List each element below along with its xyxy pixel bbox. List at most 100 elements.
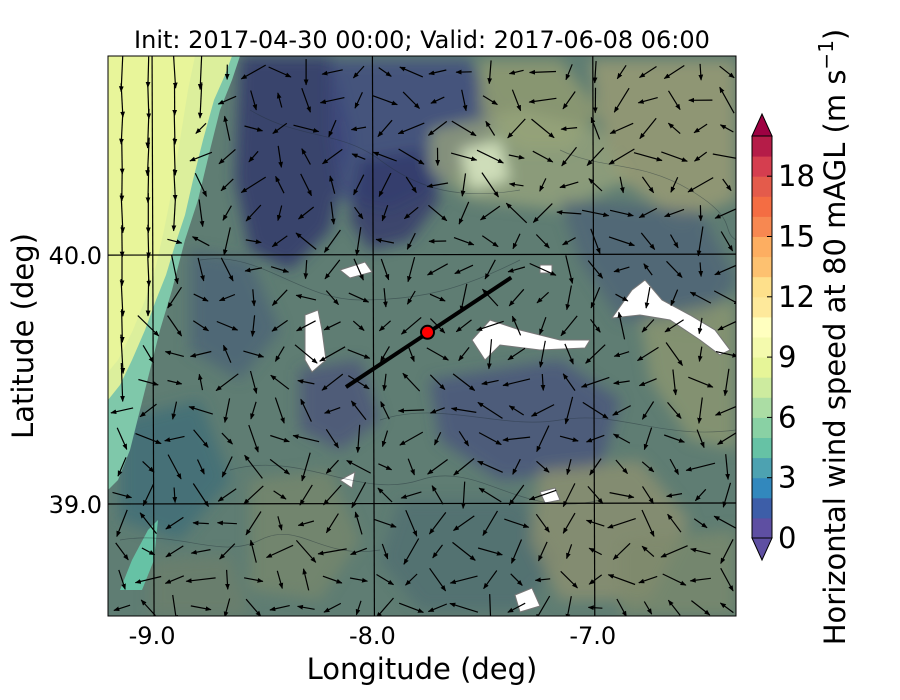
wind-vector bbox=[355, 227, 362, 256]
wind-vector bbox=[480, 205, 501, 221]
wind-vector bbox=[378, 67, 392, 77]
wind-vector bbox=[167, 286, 182, 309]
wind-vector bbox=[167, 379, 183, 385]
wind-vector bbox=[613, 351, 630, 357]
wind-vector bbox=[381, 430, 389, 448]
wind-vector bbox=[145, 279, 151, 317]
wind-vector bbox=[377, 487, 393, 503]
wind-vector bbox=[120, 334, 126, 374]
colorbar-segment bbox=[752, 517, 772, 539]
wind-vector bbox=[274, 346, 285, 362]
wind-vector bbox=[322, 148, 343, 165]
wind-vector bbox=[193, 293, 209, 302]
wind-vector bbox=[221, 432, 233, 445]
wind-vector bbox=[560, 126, 578, 132]
wind-vector bbox=[697, 346, 703, 362]
wind-vector bbox=[528, 97, 557, 104]
wind-vector bbox=[639, 117, 657, 140]
wind-vector bbox=[426, 263, 448, 276]
wind-vector bbox=[641, 509, 655, 537]
wind-vector bbox=[697, 397, 703, 424]
wind-vector bbox=[244, 125, 264, 132]
wind-vector bbox=[715, 351, 736, 358]
wind-vector bbox=[689, 577, 711, 583]
wind-vector bbox=[697, 317, 703, 335]
wind-vector bbox=[295, 232, 317, 250]
colorbar-segment bbox=[752, 417, 772, 438]
colorbar-segment bbox=[752, 377, 772, 398]
wind-vector bbox=[483, 570, 498, 590]
wind-vector bbox=[397, 408, 425, 414]
wind-vector bbox=[375, 238, 395, 244]
wind-vector bbox=[300, 398, 312, 422]
wind-vector bbox=[271, 319, 288, 332]
wind-vector bbox=[250, 90, 258, 111]
gridline-x bbox=[371, 56, 376, 616]
wind-vector bbox=[302, 568, 310, 591]
wind-vector bbox=[352, 320, 365, 331]
wind-vector bbox=[588, 547, 602, 556]
wind-vector bbox=[502, 436, 531, 442]
wind-vector bbox=[662, 573, 687, 586]
wind-vector bbox=[450, 406, 477, 413]
wind-vector bbox=[115, 542, 129, 561]
wind-vector bbox=[666, 493, 683, 498]
wind-vector bbox=[251, 289, 257, 307]
masked-area bbox=[339, 471, 356, 489]
wind-vector bbox=[250, 401, 257, 420]
wind-vector bbox=[722, 178, 732, 192]
contour-line bbox=[249, 109, 521, 195]
wind-vector bbox=[301, 452, 311, 482]
wind-vector bbox=[117, 457, 127, 477]
wind-vector bbox=[116, 509, 128, 538]
wind-vector bbox=[619, 176, 625, 194]
wind-vector bbox=[508, 405, 525, 416]
wind-vector bbox=[405, 176, 417, 194]
wind-vector bbox=[167, 315, 183, 337]
colorbar-segment bbox=[752, 216, 772, 237]
wind-vector bbox=[268, 66, 292, 78]
wind-vector bbox=[433, 431, 442, 446]
wind-vector bbox=[562, 373, 576, 391]
wind-vector bbox=[377, 119, 393, 138]
wind-vector bbox=[449, 602, 479, 613]
wind-vector bbox=[352, 65, 365, 79]
wind-vector bbox=[485, 120, 496, 136]
gridline-y bbox=[108, 253, 736, 256]
wind-vector bbox=[372, 95, 398, 106]
wind-vector bbox=[400, 491, 422, 499]
wind-vector bbox=[476, 320, 504, 331]
wind-vector bbox=[502, 378, 531, 387]
field-patch bbox=[460, 140, 510, 190]
wind-vector bbox=[142, 484, 154, 507]
wind-vector bbox=[539, 178, 547, 192]
wind-vector bbox=[325, 513, 339, 534]
wind-vector bbox=[382, 288, 388, 308]
wind-vector bbox=[172, 487, 178, 504]
wind-vector bbox=[508, 182, 524, 187]
wind-vector bbox=[451, 120, 477, 137]
wind-vector bbox=[276, 570, 284, 589]
wind-vector bbox=[458, 430, 470, 447]
wind-vector bbox=[487, 60, 493, 85]
colorbar-segment bbox=[752, 437, 772, 459]
wind-vector bbox=[562, 91, 576, 110]
wind-vector bbox=[641, 545, 655, 558]
wind-vector bbox=[245, 598, 262, 616]
wind-vector bbox=[223, 598, 231, 616]
field-patch bbox=[235, 56, 350, 270]
wind-vector bbox=[245, 204, 262, 222]
wind-vector bbox=[607, 574, 636, 586]
wind-vector bbox=[529, 69, 557, 75]
x-tick-label: -7.0 bbox=[569, 622, 616, 650]
wind-vector bbox=[538, 340, 546, 368]
wind-vector bbox=[222, 205, 232, 221]
wind-vector bbox=[698, 262, 704, 277]
wind-vector bbox=[165, 516, 184, 530]
wind-vector bbox=[482, 288, 499, 307]
wind-vector bbox=[193, 429, 209, 448]
wind-vector bbox=[458, 347, 470, 362]
wind-vector bbox=[319, 97, 345, 105]
wind-vector bbox=[197, 56, 203, 91]
masked-area bbox=[471, 319, 591, 361]
